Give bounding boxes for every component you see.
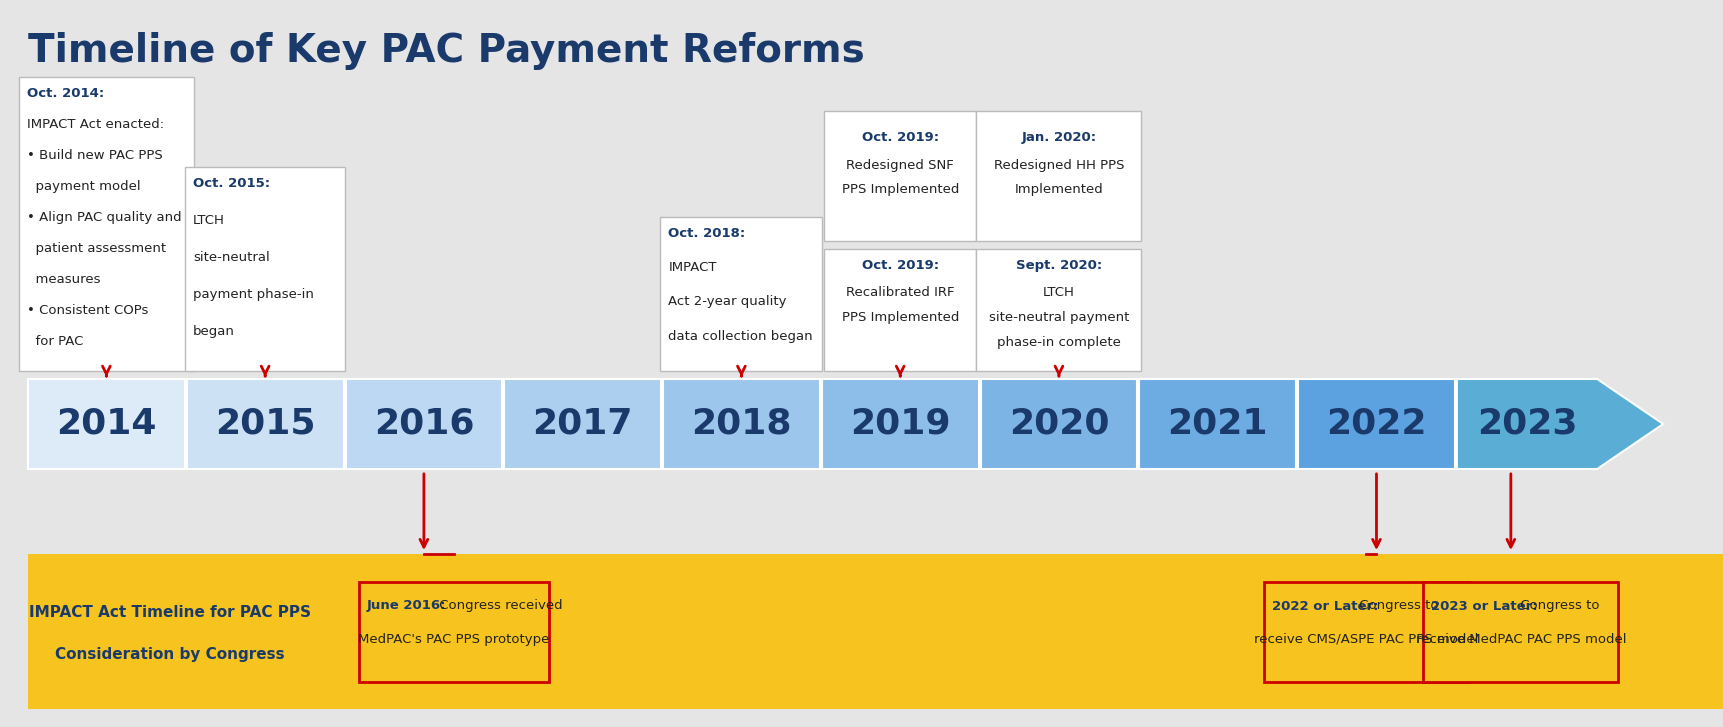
Bar bbox=[19, 77, 195, 371]
Text: measures: measures bbox=[28, 273, 100, 286]
Bar bbox=[822, 379, 979, 469]
Text: • Consistent COPs: • Consistent COPs bbox=[28, 304, 148, 317]
Bar bbox=[977, 249, 1141, 371]
Bar bbox=[1265, 582, 1470, 681]
Text: Oct. 2018:: Oct. 2018: bbox=[669, 227, 746, 240]
Bar bbox=[186, 379, 343, 469]
Bar bbox=[660, 217, 822, 371]
Text: 2023 or Later:: 2023 or Later: bbox=[1432, 600, 1539, 613]
Bar bbox=[824, 249, 977, 371]
Text: Implemented: Implemented bbox=[1015, 183, 1103, 196]
Bar bbox=[28, 554, 1723, 709]
Text: phase-in complete: phase-in complete bbox=[998, 336, 1122, 349]
Text: 2021: 2021 bbox=[1168, 407, 1268, 441]
Text: 2019: 2019 bbox=[849, 407, 951, 441]
Bar bbox=[28, 379, 184, 469]
Text: IMPACT Act enacted:: IMPACT Act enacted: bbox=[28, 118, 164, 131]
Bar bbox=[1423, 582, 1618, 681]
Text: Oct. 2014:: Oct. 2014: bbox=[28, 87, 103, 100]
Text: 2018: 2018 bbox=[691, 407, 791, 441]
Text: 2023: 2023 bbox=[1477, 407, 1577, 441]
Text: Congress to: Congress to bbox=[1354, 600, 1439, 613]
Text: 2020: 2020 bbox=[1008, 407, 1110, 441]
Text: Jan. 2020:: Jan. 2020: bbox=[1022, 131, 1096, 144]
Text: LTCH: LTCH bbox=[1042, 286, 1075, 299]
Text: site-neutral: site-neutral bbox=[193, 252, 271, 264]
Text: data collection began: data collection began bbox=[669, 329, 813, 342]
Text: 2016: 2016 bbox=[374, 407, 474, 441]
Text: 2014: 2014 bbox=[57, 407, 157, 441]
Text: PPS Implemented: PPS Implemented bbox=[841, 311, 960, 324]
Bar bbox=[346, 379, 503, 469]
Bar bbox=[358, 582, 550, 681]
Text: 2015: 2015 bbox=[215, 407, 315, 441]
Text: Oct. 2019:: Oct. 2019: bbox=[862, 259, 939, 272]
Text: 2022: 2022 bbox=[1327, 407, 1427, 441]
Text: Timeline of Key PAC Payment Reforms: Timeline of Key PAC Payment Reforms bbox=[28, 32, 865, 70]
Bar bbox=[1297, 379, 1454, 469]
Text: IMPACT: IMPACT bbox=[669, 261, 717, 274]
Text: IMPACT Act Timeline for PAC PPS: IMPACT Act Timeline for PAC PPS bbox=[29, 606, 310, 620]
Bar bbox=[184, 167, 345, 371]
Bar bbox=[980, 379, 1137, 469]
Text: receive CMS/ASPE PAC PPS model: receive CMS/ASPE PAC PPS model bbox=[1254, 633, 1478, 646]
Bar bbox=[824, 111, 977, 241]
Bar bbox=[977, 111, 1141, 241]
Bar bbox=[1139, 379, 1296, 469]
Text: MedPAC's PAC PPS prototype: MedPAC's PAC PPS prototype bbox=[358, 633, 550, 646]
Text: LTCH: LTCH bbox=[193, 214, 226, 227]
Text: Act 2-year quality: Act 2-year quality bbox=[669, 295, 787, 308]
Text: June 2016:: June 2016: bbox=[367, 600, 446, 613]
Text: Redesigned SNF: Redesigned SNF bbox=[846, 159, 955, 172]
Text: Recalibrated IRF: Recalibrated IRF bbox=[846, 286, 955, 299]
Polygon shape bbox=[1458, 379, 1663, 469]
Text: • Build new PAC PPS: • Build new PAC PPS bbox=[28, 149, 162, 162]
Text: Congress received: Congress received bbox=[434, 600, 562, 613]
Text: Congress to: Congress to bbox=[1516, 600, 1601, 613]
Text: Redesigned HH PPS: Redesigned HH PPS bbox=[994, 159, 1123, 172]
Bar bbox=[505, 379, 662, 469]
Text: 2017: 2017 bbox=[532, 407, 632, 441]
Bar bbox=[663, 379, 820, 469]
Text: • Align PAC quality and: • Align PAC quality and bbox=[28, 211, 181, 224]
Text: receive MedPAC PAC PPS model: receive MedPAC PAC PPS model bbox=[1416, 633, 1627, 646]
Text: Consideration by Congress: Consideration by Congress bbox=[55, 647, 284, 662]
Text: 2022 or Later:: 2022 or Later: bbox=[1272, 600, 1378, 613]
Text: payment model: payment model bbox=[28, 180, 141, 193]
Text: site-neutral payment: site-neutral payment bbox=[989, 311, 1129, 324]
Text: began: began bbox=[193, 326, 234, 338]
Text: Oct. 2015:: Oct. 2015: bbox=[193, 177, 271, 190]
Text: Sept. 2020:: Sept. 2020: bbox=[1017, 259, 1103, 272]
Text: for PAC: for PAC bbox=[28, 334, 83, 348]
Text: PPS Implemented: PPS Implemented bbox=[841, 183, 960, 196]
Text: payment phase-in: payment phase-in bbox=[193, 289, 314, 301]
Text: patient assessment: patient assessment bbox=[28, 242, 165, 254]
Text: Oct. 2019:: Oct. 2019: bbox=[862, 131, 939, 144]
